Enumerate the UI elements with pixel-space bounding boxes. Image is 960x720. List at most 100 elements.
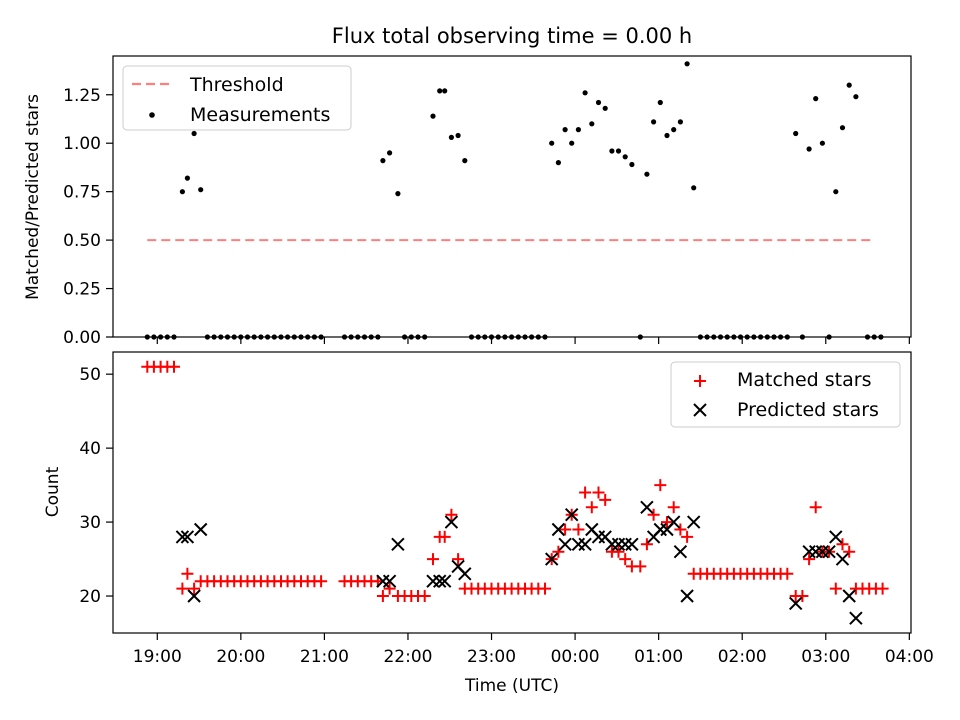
bottom-y-tick-label: 30 bbox=[79, 513, 101, 533]
predicted-star-point bbox=[822, 544, 836, 559]
bottom-x-ticks: 19:00 20:00 21:00 22:00 23:00 00:00 01:00 02:00… bbox=[133, 633, 934, 667]
predicted-star-point bbox=[835, 552, 850, 566]
predicted-star-point bbox=[829, 530, 843, 544]
matched-star-point bbox=[674, 523, 687, 536]
predicted-star-point bbox=[558, 537, 572, 552]
measurement-point bbox=[395, 191, 401, 197]
predicted-star-point bbox=[193, 522, 208, 537]
bottom-x-tick-label: 00:00 bbox=[551, 647, 600, 667]
bottom-x-tick-label: 04:00 bbox=[885, 647, 934, 667]
matched-star-point bbox=[383, 582, 396, 595]
legend-measurements-swatch bbox=[149, 112, 155, 118]
legend-matched-swatch bbox=[694, 375, 706, 387]
matched-star-point bbox=[181, 567, 194, 580]
matched-star-point bbox=[559, 523, 572, 536]
bottom-y-axis-label: Count bbox=[43, 466, 63, 517]
measurement-point bbox=[437, 88, 443, 94]
matched-star-point bbox=[427, 553, 439, 566]
legend-predicted-label: Predicted stars bbox=[737, 399, 879, 421]
top-y-tick-label: 0.50 bbox=[63, 231, 101, 251]
measurement-point bbox=[691, 185, 697, 191]
measurement-point bbox=[562, 127, 568, 133]
measurement-point bbox=[664, 132, 670, 139]
matched-star-point bbox=[661, 516, 673, 529]
measurement-point bbox=[555, 160, 562, 166]
legend-threshold-label: Threshold bbox=[189, 74, 284, 96]
bottom-y-ticks: 20 30 40 50 bbox=[79, 365, 113, 607]
measurement-point bbox=[651, 119, 657, 125]
bottom-x-tick-label: 22:00 bbox=[383, 647, 432, 667]
predicted-star-point bbox=[673, 544, 688, 559]
matched-star-point bbox=[552, 545, 565, 558]
bottom-legend-box bbox=[670, 361, 901, 428]
measurement-point bbox=[846, 82, 852, 88]
measurement-point bbox=[806, 146, 812, 152]
predicted-star-point bbox=[458, 567, 472, 581]
measurement-point bbox=[380, 158, 386, 164]
top-x-ticks bbox=[156, 337, 910, 344]
top-title: Flux total observing time = 0.00 h bbox=[332, 24, 692, 48]
legend-matched-label: Matched stars bbox=[737, 369, 871, 391]
predicted-star-point bbox=[640, 500, 654, 515]
predicted-star-point bbox=[842, 589, 856, 603]
bottom-plot-area bbox=[141, 360, 889, 625]
predicted-star-point bbox=[437, 574, 452, 588]
predicted-star-point bbox=[544, 552, 559, 566]
matched-star-point bbox=[315, 575, 328, 588]
measurement-point bbox=[677, 119, 684, 125]
matched-star-point bbox=[667, 501, 680, 514]
top-y-tick-label: 1.00 bbox=[63, 134, 101, 154]
bottom-x-tick-label: 19:00 bbox=[133, 647, 182, 667]
top-y-tick-label: 1.25 bbox=[63, 86, 101, 106]
measurement-point bbox=[853, 94, 859, 100]
measurement-point bbox=[644, 171, 650, 177]
predicted-star-point bbox=[391, 537, 405, 552]
measurement-point bbox=[615, 148, 622, 154]
top-y-tick-label: 0.75 bbox=[63, 183, 101, 203]
measurement-point bbox=[622, 154, 628, 160]
measurement-point bbox=[602, 105, 608, 111]
predicted-star-point bbox=[686, 515, 701, 529]
measurement-point bbox=[839, 125, 846, 131]
measurement-point bbox=[684, 61, 690, 67]
measurement-point bbox=[549, 140, 555, 146]
matched-star-point bbox=[681, 530, 694, 543]
matched-star-point bbox=[188, 582, 201, 595]
measurement-point bbox=[595, 99, 602, 106]
matched-star-point bbox=[619, 553, 632, 566]
bottom-legend: Matched stars Predicted stars bbox=[670, 361, 901, 428]
measurement-point bbox=[179, 189, 185, 195]
measurement-point bbox=[462, 158, 468, 164]
matched-star-point bbox=[445, 508, 458, 521]
bottom-y-tick-label: 20 bbox=[79, 587, 101, 607]
measurement-point bbox=[609, 148, 615, 154]
matched-star-point bbox=[539, 582, 551, 595]
predicted-star-point bbox=[551, 522, 566, 537]
measurement-point bbox=[657, 99, 663, 106]
matched-star-point bbox=[843, 545, 856, 558]
top-y-tick-label: 0.25 bbox=[63, 280, 101, 300]
matched-star-point bbox=[168, 360, 180, 373]
predicted-star-point bbox=[625, 537, 639, 552]
bottom-x-tick-label: 20:00 bbox=[216, 647, 265, 667]
matched-star-point bbox=[654, 479, 667, 492]
top-legend-box bbox=[122, 65, 352, 131]
bottom-axes-frame bbox=[112, 351, 912, 634]
bottom-x-tick-label: 03:00 bbox=[801, 647, 850, 667]
predicted-star-point bbox=[175, 530, 190, 544]
measurement-point bbox=[589, 121, 595, 127]
top-legend: Threshold Measurements bbox=[122, 65, 352, 131]
predicted-star-point bbox=[788, 596, 803, 611]
matched-star-point bbox=[876, 582, 889, 595]
matched-star-point bbox=[438, 530, 451, 543]
measurement-point bbox=[430, 113, 436, 119]
measurement-point bbox=[793, 130, 799, 137]
predicted-star-point bbox=[680, 589, 694, 603]
matched-star-point bbox=[829, 582, 842, 595]
predicted-star-point bbox=[578, 537, 592, 552]
measurement-point bbox=[575, 127, 582, 133]
predicted-star-point bbox=[666, 515, 681, 529]
top-plot-area bbox=[144, 61, 884, 340]
matched-star-point bbox=[592, 486, 605, 499]
measurement-point bbox=[191, 130, 197, 137]
